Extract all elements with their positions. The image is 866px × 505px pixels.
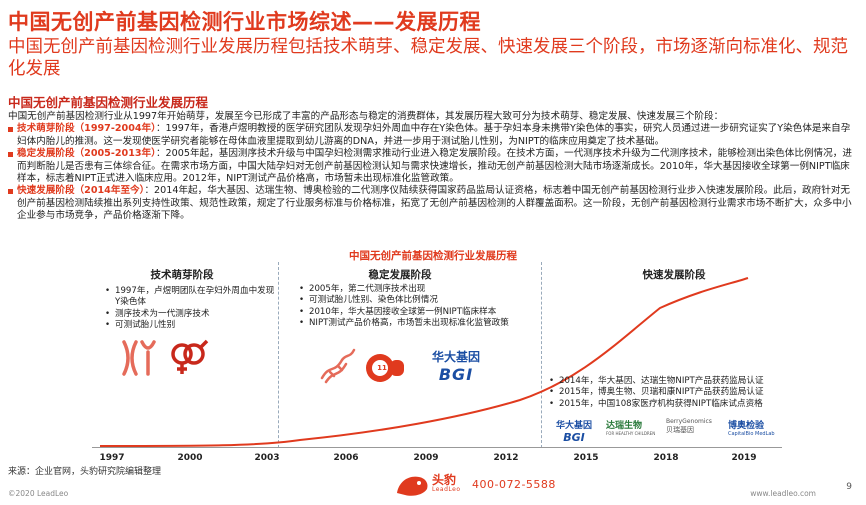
phase-3-list: 2014年，华大基因、达瑞生物NIPT产品获药监局认证 2015年，博奥生物、贝… <box>548 376 808 411</box>
source-note: 来源：企业官网，头豹研究院编辑整理 <box>8 467 162 477</box>
hotline-number: 400-072-5588 <box>472 478 556 491</box>
phase-item: 2014年，华大基因、达瑞生物NIPT产品获药监局认证 <box>548 376 808 388</box>
stage-text: ：1997年，香港卢煜明教授的医学研究团队发现孕妇外周血中存在Y染色体。基于孕妇… <box>17 123 851 147</box>
year-tick: 2012 <box>493 453 519 463</box>
stage-label: 技术萌芽阶段（1997-2004年） <box>17 123 156 135</box>
bgi-logo-en: BGI <box>438 365 474 384</box>
stage-text: ：2014年起，华大基因、达瑞生物、博奥检验的二代测序仪陆续获得国家药品监局认证… <box>17 185 852 222</box>
badge-number: 11 <box>377 364 387 372</box>
phase-item: 2010年，华大基因接收全球第一例NIPT临床样本 <box>298 307 536 319</box>
phase-1-list: 1997年，卢煜明团队在孕妇外周血中发现Y染色体 测序技术为一代测序技术 可测试… <box>104 286 276 332</box>
phase-item: 2005年，第二代测序技术出现 <box>298 284 536 296</box>
stage-text: ：2005年起，基因测序技术升级与中国孕妇检测需求推动行业进入稳定发展阶段。在技… <box>17 148 852 185</box>
phase-item: 2015年，中国108家医疗机构获得NIPT临床试点资格 <box>548 399 808 411</box>
bgi-logo-cn: 华大基因 <box>555 421 592 431</box>
phase-item: 1997年，卢煜明团队在孕妇外周血中发现Y染色体 <box>104 286 276 309</box>
phase-item: NIPT测试产品价格高，市场暂未出现标准化监管政策 <box>298 318 536 330</box>
year-tick: 1997 <box>99 453 125 463</box>
stamp-badge-icon <box>366 354 404 382</box>
bgi-logo-small: 华大基因 BGI <box>548 418 600 444</box>
page-title: 中国无创产前基因检测行业市场综述——发展历程 <box>8 10 481 34</box>
leopard-logo-icon <box>397 476 428 496</box>
timeline-axis <box>92 447 782 448</box>
page-subtitle: 中国无创产前基因检测行业发展历程包括技术萌芽、稳定发展、快速发展三个阶段，市场逐… <box>8 37 848 79</box>
intro-paragraph: 中国无创产前基因检测行业从1997年开始萌芽，发展至今已形成了丰富的产品形态与稳… <box>8 111 724 122</box>
chromosome-icon <box>122 340 156 376</box>
phase-divider <box>278 262 279 448</box>
body-text: 中国无创产前基因检测行业从1997年开始萌芽，发展至今已形成了丰富的产品形态与稳… <box>8 111 858 223</box>
berry-logo-en: BerryGenomics <box>666 418 712 425</box>
phase-divider <box>541 262 542 448</box>
capitalbio-logo: 博奥检验 CapitalBio MedLab <box>728 418 798 437</box>
paragraph-stage-2: 稳定发展阶段（2005-2013年）：2005年起，基因测序技术升级与中国孕妇检… <box>8 148 858 185</box>
year-tick: 2000 <box>177 453 203 463</box>
gender-symbol-icon <box>171 339 209 374</box>
capitalbio-logo-cn: 博奥检验 <box>728 421 765 431</box>
bgi-logo-en: BGI <box>563 431 585 444</box>
phase-item: 可测试胎儿性别 <box>104 320 276 332</box>
phase-label-3: 快速发展阶段 <box>642 269 706 281</box>
chart-title: 中国无创产前基因检测行业发展历程 <box>349 250 517 262</box>
website: www.leadleo.com <box>750 489 816 498</box>
bullet-marker <box>8 127 13 133</box>
phase-item: 2015年，博奥生物、贝瑞和康NIPT产品获药监局认证 <box>548 387 808 399</box>
copyright: ©2020 LeadLeo <box>8 489 69 498</box>
brand-name: 头豹 <box>432 473 457 487</box>
bgi-logo-cn: 华大基因 <box>431 350 480 364</box>
capitalbio-logo-en: CapitalBio MedLab <box>728 431 775 437</box>
phase-label-2: 稳定发展阶段 <box>368 269 432 281</box>
berry-logo: BerryGenomics 贝瑞基因 <box>666 418 724 435</box>
berry-logo-cn: 贝瑞基因 <box>666 426 694 434</box>
stage-label: 稳定发展阶段（2005-2013年） <box>17 148 156 160</box>
year-tick: 2019 <box>731 453 757 463</box>
brand-sub: LeadLeo <box>432 486 461 493</box>
bullet-marker <box>8 189 13 195</box>
phase-2-list: 2005年，第二代测序技术出现 可测试胎儿性别、染色体比例情况 2010年，华大… <box>298 284 536 330</box>
paragraph-stage-1: 技术萌芽阶段（1997-2004年）：1997年，香港卢煜明教授的医学研究团队发… <box>8 123 858 148</box>
stage-label: 快速发展阶段（2014年至今） <box>17 185 145 197</box>
phase-item: 测序技术为一代测序技术 <box>104 309 276 321</box>
year-tick: 2018 <box>653 453 679 463</box>
daan-logo-sub: FOR HEALTHY CHILDREN <box>606 431 656 436</box>
page-number: 9 <box>846 482 852 492</box>
daan-logo: 达瑞生物 FOR HEALTHY CHILDREN <box>606 418 662 436</box>
bgi-logo: 华大基因 BGI <box>426 348 486 384</box>
dna-test-tube-icon <box>320 348 356 384</box>
year-tick: 2003 <box>254 453 280 463</box>
paragraph-stage-3: 快速发展阶段（2014年至今）：2014年起，华大基因、达瑞生物、博奥检验的二代… <box>8 185 858 222</box>
year-tick: 2006 <box>333 453 359 463</box>
year-tick: 2015 <box>573 453 599 463</box>
phase-item: 可测试胎儿性别、染色体比例情况 <box>298 295 536 307</box>
section-heading: 中国无创产前基因检测行业发展历程 <box>8 95 209 110</box>
year-tick: 2009 <box>413 453 439 463</box>
phase-label-1: 技术萌芽阶段 <box>150 269 214 281</box>
daan-logo-cn: 达瑞生物 <box>606 421 643 431</box>
bullet-marker <box>8 152 13 158</box>
